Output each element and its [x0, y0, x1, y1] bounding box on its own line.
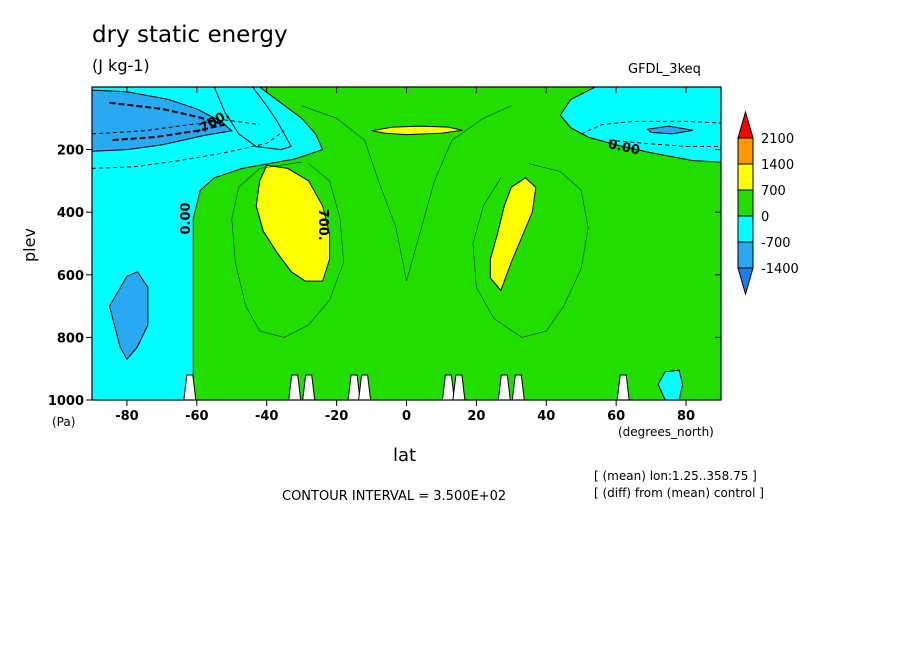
colorbar-box-m1400_m700	[737, 241, 754, 269]
colorbar-label: 2100	[761, 132, 794, 147]
dashed-contour-3	[609, 139, 721, 147]
region-m700_0-2	[559, 87, 721, 163]
contour-label: 0.00	[179, 202, 194, 234]
x-tick-label: -20	[325, 409, 349, 424]
topography-peak-6	[452, 374, 466, 400]
thin-contour-2	[301, 105, 512, 282]
axes-layer: -80 -60 -40 -20 0 20 40 60 80 200 400 600 800 1000	[48, 86, 722, 424]
colorbar-box-0_700	[737, 189, 754, 217]
region-m700_0-1	[213, 87, 292, 151]
topography-peak-2	[302, 374, 316, 400]
topography-peak-5	[441, 374, 455, 400]
x-tick-label: -60	[185, 409, 209, 424]
x-axis-label: lat	[393, 445, 417, 466]
mean-note: [ (mean) lon:1.25..358.75 ]	[594, 469, 757, 483]
thin-contour-0	[231, 161, 344, 338]
y-axis-unit: (Pa)	[52, 415, 76, 429]
y-tick-label: 400	[57, 206, 84, 221]
y-tick-label: 1000	[48, 394, 84, 409]
topography-peak-7	[497, 374, 511, 400]
diff-note: [ (diff) from (mean) control ]	[594, 486, 764, 500]
topography-peak-4	[358, 374, 372, 400]
colorbar-label: 1400	[761, 158, 794, 173]
region-700_1400-6	[255, 164, 331, 282]
y-tick-label: 800	[57, 331, 84, 346]
contour-interval-note: CONTOUR INTERVAL = 3.500E+02	[282, 489, 507, 504]
contour-label: 700.	[315, 209, 330, 241]
y-tick-label: 200	[57, 144, 84, 159]
topography-peak-9	[616, 374, 630, 400]
colorbar-label: 0	[761, 210, 769, 225]
colorbar-arrow-top	[737, 110, 754, 139]
topography-peak-0	[183, 374, 197, 400]
region-700_1400-8	[371, 125, 463, 136]
thin-contour-1	[472, 163, 589, 338]
region-m1400_m700-3	[92, 89, 233, 152]
region-m700_0-9	[657, 369, 684, 400]
x-tick-label: 20	[467, 409, 485, 424]
y-tick-label: 600	[57, 269, 84, 284]
chart-units: (J kg-1)	[92, 56, 150, 75]
colorbar-box-700_1400	[737, 163, 754, 191]
topography-peak-8	[511, 374, 525, 400]
dashed-contour-2	[580, 120, 721, 135]
x-tick-label: 40	[537, 409, 555, 424]
topography-peak-3	[347, 374, 361, 400]
colorbar-label: -700	[761, 236, 791, 251]
dataset-label: GFDL_3keq	[628, 62, 701, 77]
colorbar-arrow-bottom	[737, 267, 754, 296]
colorbar-label: 700	[761, 184, 786, 199]
x-tick-label: -80	[115, 409, 139, 424]
x-axis-unit: (degrees_north)	[618, 425, 714, 439]
dashed-contour-0	[92, 119, 260, 135]
contour-label: 0.00	[607, 137, 641, 158]
thick-contour-m700	[109, 101, 226, 142]
chart-title: dry static energy	[92, 22, 288, 48]
colorbar: 2100 1400 700 0 -700 -1400	[737, 110, 799, 296]
colorbar-label: -1400	[761, 262, 799, 277]
region-m1400_m700-5	[646, 125, 694, 135]
region-700_1400-7	[489, 177, 537, 292]
topography-peak-1	[288, 374, 302, 400]
x-tick-label: 60	[607, 409, 625, 424]
fill-layer	[92, 87, 721, 400]
x-tick-label: -40	[255, 409, 279, 424]
colorbar-box-m700_0	[737, 215, 754, 243]
x-tick-label: 80	[677, 409, 695, 424]
x-tick-label: 0	[402, 409, 411, 424]
region-m1400_m700-4	[108, 271, 149, 361]
colorbar-box-1400_2100	[737, 137, 754, 165]
